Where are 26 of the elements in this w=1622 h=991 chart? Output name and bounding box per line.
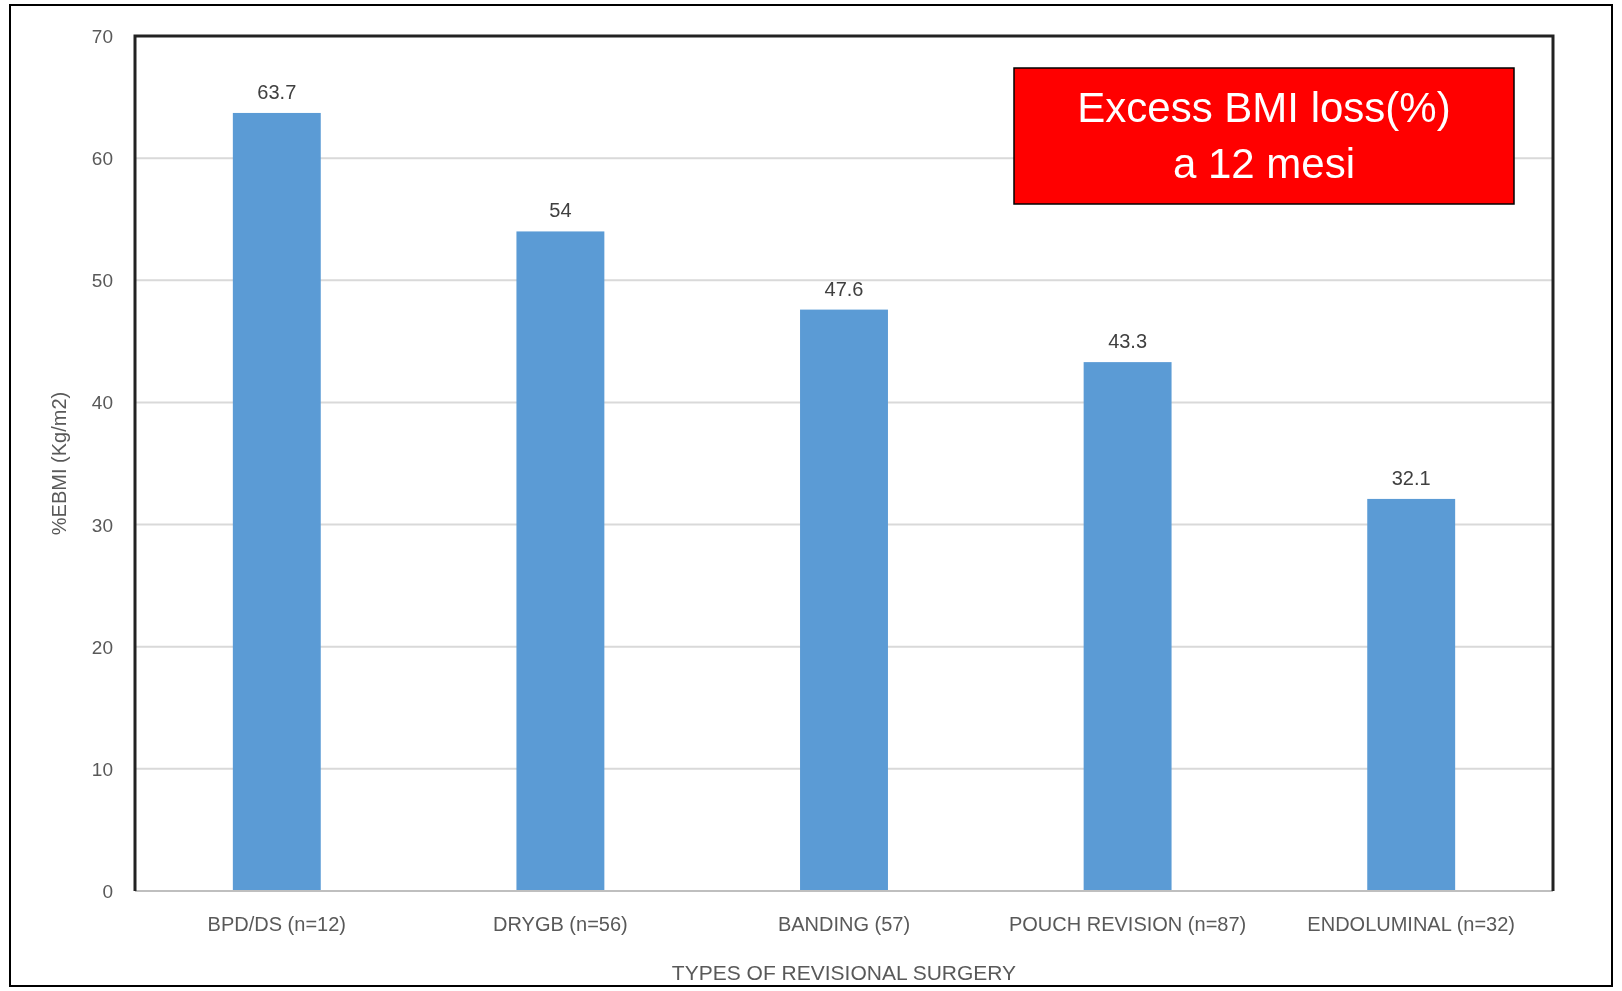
x-axis-title: TYPES OF REVISIONAL SURGERY: [671, 961, 1017, 984]
x-tick-label: DRYGB (n=56): [493, 913, 628, 935]
y-tick-label: 0: [102, 881, 113, 902]
bar: [516, 231, 605, 891]
y-tick-label: 30: [91, 514, 113, 536]
y-tick-label: 70: [91, 26, 113, 47]
text: Excess BMI loss(%) a 12 mesi: [1077, 84, 1451, 187]
y-tick-label: 10: [91, 758, 113, 780]
y-tick-label: 60: [91, 148, 113, 170]
data-label: 63.7: [257, 80, 297, 103]
x-tick-label: BPD/DS (n=12): [207, 913, 346, 935]
bar: [800, 309, 888, 891]
y-tick-label: 20: [91, 636, 113, 658]
data-label: 43.3: [1108, 330, 1148, 353]
x-tick-label: POUCH REVISION (n=87): [1008, 913, 1247, 935]
x-tick-label: BANDING (57): [777, 913, 911, 935]
bar: [1367, 498, 1456, 891]
y-tick-label: 40: [91, 392, 113, 414]
data-label: 54: [549, 199, 572, 222]
y-axis-title: %EBMI (Kg/m2): [48, 391, 70, 536]
bar: [1083, 362, 1172, 891]
x-tick-label: ENDOLUMINAL (n=32): [1307, 913, 1516, 935]
data-label: 47.6: [824, 277, 864, 300]
data-label: 32.1: [1391, 466, 1431, 489]
bar: [232, 112, 321, 891]
y-tick-label: 50: [91, 270, 113, 292]
